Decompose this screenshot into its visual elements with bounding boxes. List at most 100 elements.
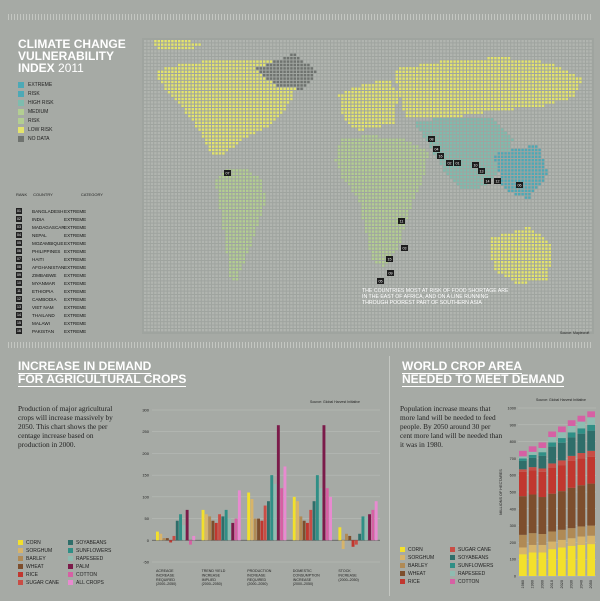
bar <box>179 514 182 541</box>
crop-legend-item: RAPESEED <box>450 570 500 577</box>
crop-swatch <box>18 540 23 545</box>
x-tick-label: 1980 <box>521 580 525 588</box>
crop-swatch <box>450 547 455 552</box>
stacked-bar-segment <box>567 420 576 426</box>
demand-text: Production of major agricultural crops w… <box>18 404 113 449</box>
legend-swatch <box>18 126 24 133</box>
y-tick-label: 600 <box>510 474 516 478</box>
map-marker: 08 <box>428 136 435 142</box>
bar <box>348 535 352 541</box>
ranking-country: AFGHANISTAN <box>32 264 65 270</box>
bar <box>345 533 348 541</box>
bar <box>257 518 260 541</box>
map-legend-item: RISK <box>18 89 54 98</box>
ranking-category: EXTREME <box>64 256 87 262</box>
bar <box>204 514 208 541</box>
bar <box>201 509 205 541</box>
map-marker: 10 <box>472 162 479 168</box>
ranking-country: CAMBODIA <box>32 296 57 302</box>
bar <box>309 509 313 541</box>
x-tick-label: 2000 <box>540 580 544 588</box>
bar <box>361 516 365 541</box>
bar <box>276 425 280 541</box>
bar <box>231 522 235 541</box>
x-category-label: STOCK INCREASE (2000–2050) <box>338 569 358 582</box>
crop-legend-label: SORGHUM <box>26 547 53 554</box>
bar <box>214 522 218 541</box>
bar <box>192 535 196 541</box>
stacked-bar-segment <box>538 455 547 469</box>
bar <box>267 501 270 541</box>
demand-title: INCREASE IN DEMAND FOR AGRICULTURAL CROP… <box>18 359 187 387</box>
y-tick-label: 0 <box>514 575 516 579</box>
bar <box>172 535 176 541</box>
ranking-country: INDIA <box>32 216 45 222</box>
crop-swatch <box>450 555 455 560</box>
crop-legend-label: BARLEY <box>26 555 46 562</box>
stacked-bar-segment <box>548 531 556 542</box>
stacked-bar-segment <box>519 450 527 457</box>
ranking-category: EXTREME <box>64 208 87 214</box>
stacked-bar-segment <box>528 544 537 553</box>
ranking-rank: 05 <box>16 240 22 246</box>
stacked-bar-segment <box>587 430 595 451</box>
stacked-bar-segment <box>548 549 556 576</box>
ranking-category: EXTREME <box>64 272 87 278</box>
demand-chart: -50 0 50 100 150 200 250 300 ACREAGE INCREASE REQU… <box>142 408 380 586</box>
legend-swatch <box>18 99 24 106</box>
stacked-bar-segment <box>538 552 547 576</box>
ranking-rank: 04 <box>16 232 22 238</box>
crop-legend-item: RICE <box>18 571 68 578</box>
bar <box>263 505 267 541</box>
ranking-country: HAITI <box>32 256 44 262</box>
ranking-row: 05 MOZAMBIQUE EXTREME <box>16 239 86 247</box>
map-marker-label: 11 <box>400 220 404 224</box>
area-source: Source: Global Harvest Initiative <box>536 398 586 402</box>
stacked-bar-segment <box>567 538 576 546</box>
map-marker-label: 16 <box>439 155 443 159</box>
stacked-bar-segment <box>558 547 566 576</box>
bar <box>162 538 166 541</box>
stacked-bar-segment <box>528 467 537 471</box>
ranking-rank: 12 <box>16 296 22 302</box>
stacked-bar-segment <box>558 442 566 461</box>
bar <box>280 488 284 541</box>
ranking-row: 10 MYANMAR EXTREME <box>16 279 86 287</box>
ranking-category: EXTREME <box>64 224 87 230</box>
crop-legend-label: WHEAT <box>408 570 426 577</box>
ranking-category: EXTREME <box>64 216 87 222</box>
bar <box>175 520 179 541</box>
stacked-bar-segment <box>538 468 547 472</box>
x-tick-label: 2040 <box>579 580 583 588</box>
y-tick-label: 500 <box>510 491 516 495</box>
stacked-bar-segment <box>577 415 586 422</box>
ranking-country: MYANMAR <box>32 280 56 286</box>
stacked-bar-segment <box>519 469 527 472</box>
crop-legend-label: WHEAT <box>26 563 44 570</box>
y-tick-label: 100 <box>142 494 149 499</box>
stacked-bar-segment <box>558 438 566 443</box>
map-marker-label: 05 <box>379 280 383 284</box>
stacked-bar-segment <box>519 534 527 548</box>
stacked-bar-segment <box>558 529 566 540</box>
crop-swatch <box>450 571 455 576</box>
crop-legend-label: SUGAR CANE <box>26 579 60 586</box>
ranking-rank: 08 <box>16 264 22 270</box>
y-tick-label: 300 <box>142 408 149 413</box>
bar <box>338 527 342 541</box>
crop-swatch <box>450 579 455 584</box>
crop-legend-label: SUNFLOWERS <box>76 547 112 554</box>
bar <box>237 490 241 541</box>
bar <box>315 475 319 541</box>
stacked-bar-segment <box>548 463 556 468</box>
map-marker: 04 <box>433 146 440 152</box>
stacked-bar-segment <box>558 432 566 439</box>
bar <box>273 483 277 541</box>
ranking-category: EXTREME <box>64 328 87 334</box>
ranking-category: EXTREME <box>64 240 87 246</box>
map-marker-label: 02 <box>448 162 452 166</box>
crop-swatch <box>18 548 23 553</box>
bar <box>358 533 362 541</box>
map-legend-item: EXTREME <box>18 80 54 89</box>
bar <box>211 520 215 541</box>
